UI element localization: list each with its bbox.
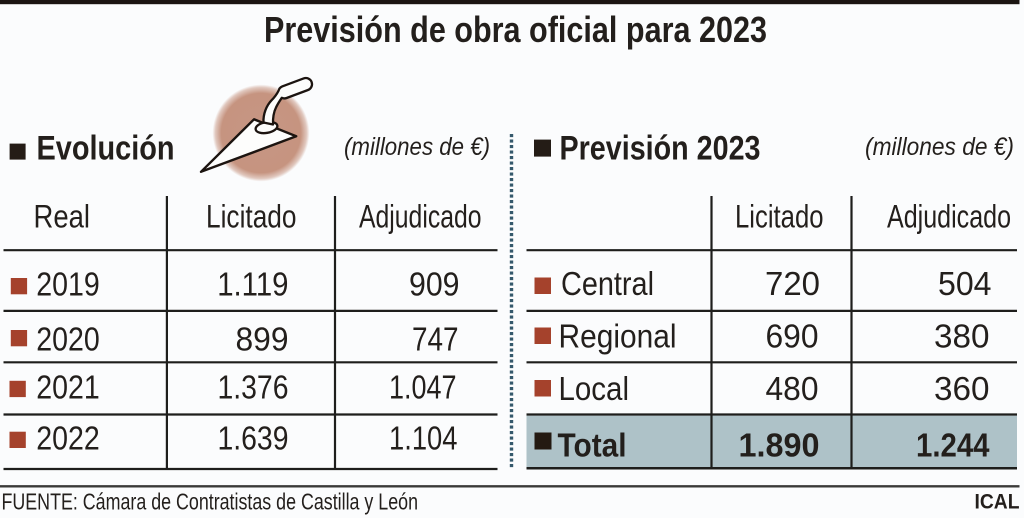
svg-text:Local: Local <box>559 370 630 407</box>
svg-text:(millones de €): (millones de €) <box>344 133 490 161</box>
svg-text:(millones de €): (millones de €) <box>865 133 1014 161</box>
svg-text:1.119: 1.119 <box>217 266 288 303</box>
svg-text:Regional: Regional <box>559 318 677 355</box>
svg-text:Real: Real <box>34 198 91 234</box>
svg-text:1.376: 1.376 <box>218 368 289 405</box>
svg-text:690: 690 <box>766 318 819 355</box>
svg-text:ICAL: ICAL <box>975 490 1020 514</box>
svg-text:Previsión 2023: Previsión 2023 <box>560 130 761 168</box>
svg-text:2020: 2020 <box>36 321 100 358</box>
svg-text:2019: 2019 <box>36 266 100 303</box>
svg-text:1.047: 1.047 <box>389 368 457 405</box>
svg-text:360: 360 <box>934 370 990 407</box>
svg-text:Central: Central <box>561 265 654 302</box>
svg-text:720: 720 <box>765 265 820 302</box>
svg-text:1.244: 1.244 <box>916 427 990 464</box>
svg-text:504: 504 <box>938 265 992 302</box>
svg-text:1.639: 1.639 <box>218 420 289 457</box>
svg-text:1.890: 1.890 <box>739 427 820 464</box>
svg-text:FUENTE: Cámara de Contratistas: FUENTE: Cámara de Contratistas de Castil… <box>2 489 419 515</box>
svg-text:2022: 2022 <box>36 420 100 457</box>
svg-text:380: 380 <box>934 318 990 355</box>
svg-text:Previsión de obra oficial para: Previsión de obra oficial para 2023 <box>264 9 767 50</box>
svg-text:Evolución: Evolución <box>37 130 175 168</box>
svg-text:Licitado: Licitado <box>206 198 297 234</box>
svg-text:480: 480 <box>766 370 819 407</box>
svg-text:Adjudicado: Adjudicado <box>359 198 482 234</box>
svg-text:1.104: 1.104 <box>389 420 458 457</box>
svg-text:2021: 2021 <box>36 368 100 405</box>
svg-text:899: 899 <box>236 321 289 358</box>
svg-text:747: 747 <box>412 321 459 358</box>
svg-text:909: 909 <box>409 266 460 303</box>
svg-text:Adjudicado: Adjudicado <box>887 198 1011 234</box>
svg-text:Total: Total <box>558 427 627 464</box>
svg-text:Licitado: Licitado <box>735 198 824 234</box>
